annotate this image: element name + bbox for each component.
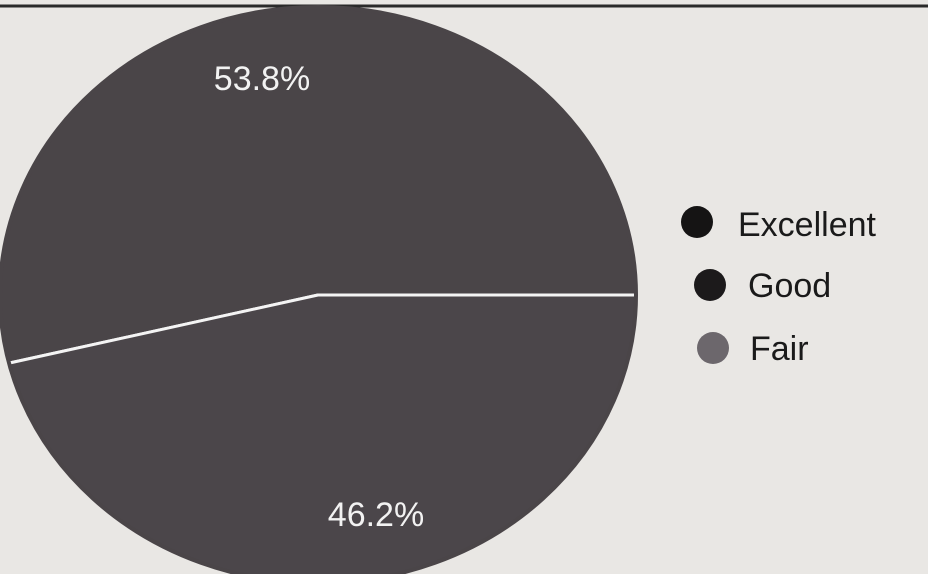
legend-marker-excellent: [681, 206, 713, 238]
legend-label-fair: Fair: [750, 330, 809, 368]
slice-label-fair: 46.2%: [328, 496, 424, 534]
legend-label-excellent: Excellent: [738, 206, 877, 244]
slices-layer: 53.8% 46.2%: [0, 5, 638, 574]
legend-label-good: Good: [748, 267, 831, 305]
legend-marker-fair: [697, 332, 729, 364]
pie-rim: [0, 5, 638, 574]
legend: Excellent Good Fair: [681, 206, 877, 368]
slice-label-good: 53.8%: [214, 60, 310, 98]
legend-marker-good: [694, 269, 726, 301]
